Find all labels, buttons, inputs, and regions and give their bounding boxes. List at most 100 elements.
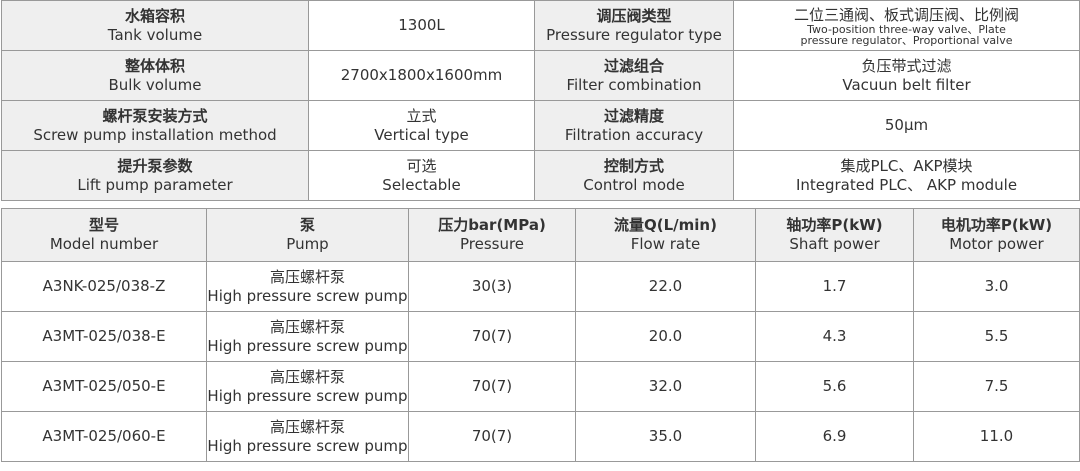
cell-text: 70(7) [471, 427, 513, 445]
cell-text: Selectable [382, 175, 461, 194]
table-cell: 控制方式 Control mode [534, 150, 734, 201]
cell-text: Pump [286, 235, 329, 253]
table-cell: 负压带式过滤 Vacuun belt filter [733, 50, 1080, 101]
table-cell: 过滤组合 Filter combination [534, 50, 734, 101]
cell-text: 电机功率P(kW) [940, 216, 1053, 234]
cell-text: 型号 [88, 216, 119, 234]
cell-text: 70(7) [471, 327, 513, 345]
table-cell: 1.7 [755, 261, 914, 312]
cell-text: A3MT-025/038-E [42, 327, 166, 345]
cell-text: 32.0 [648, 377, 683, 395]
table-cell: A3MT-025/060-E [1, 411, 207, 462]
table-cell: 3.0 [913, 261, 1080, 312]
table-cell: 50μm [733, 100, 1080, 151]
table-row: 水箱容积 Tank volume 1300L 调压阀类型 Pressure regula… [1, 0, 1080, 51]
table-cell: 可选 Selectable [308, 150, 535, 201]
cell-text: 6.9 [822, 427, 847, 445]
table-cell: 螺杆泵安装方式 Screw pump installation method [1, 100, 309, 151]
cell-text: 过滤精度 [603, 106, 664, 125]
table-cell: 集成PLC、AKP模块 Integrated PLC、 AKP module [733, 150, 1080, 201]
cell-text: High pressure screw pump [207, 286, 408, 305]
cell-text: Pressure regulator type [546, 25, 722, 44]
cell-text: 立式 [406, 106, 437, 125]
cell-text: pressure regulator、Proportional valve [800, 34, 1013, 46]
cell-text: 4.3 [822, 327, 847, 345]
table-cell: 整体体积 Bulk volume [1, 50, 309, 101]
cell-text: 50μm [884, 116, 929, 134]
table-cell: 70(7) [408, 411, 576, 462]
model-table: 型号 Model number 泵 Pump 压力bar(MPa) Pressure 流量Q… [1, 208, 1080, 462]
table-cell: A3MT-025/038-E [1, 311, 207, 362]
cell-text: 可选 [406, 156, 437, 175]
table-row: A3NK-025/038-Z 高压螺杆泵 High pressure screw p… [1, 261, 1080, 312]
cell-text: 螺杆泵安装方式 [102, 106, 208, 125]
cell-text: 整体体积 [124, 56, 185, 75]
table-cell: 轴功率P(kW) Shaft power [755, 208, 914, 262]
table-cell: 22.0 [575, 261, 756, 312]
table-cell: 1300L [308, 0, 535, 51]
cell-text: Tank volume [107, 25, 203, 44]
table-cell: 电机功率P(kW) Motor power [913, 208, 1080, 262]
cell-text: Bulk volume [108, 75, 202, 94]
cell-text: 5.5 [984, 327, 1009, 345]
cell-text: Vertical type [374, 125, 469, 144]
cell-text: 11.0 [979, 427, 1014, 445]
table-cell: 高压螺杆泵 High pressure screw pump [206, 311, 409, 362]
cell-text: 调压阀类型 [596, 6, 672, 25]
cell-text: Control mode [583, 175, 685, 194]
cell-text: 高压螺杆泵 [269, 367, 345, 386]
cell-text: High pressure screw pump [207, 336, 408, 355]
cell-text: 1300L [398, 16, 445, 34]
cell-text: 30(3) [471, 277, 513, 295]
cell-text: 22.0 [648, 277, 683, 295]
table-row: A3MT-025/038-E 高压螺杆泵 High pressure screw p… [1, 311, 1080, 362]
spec-table: 水箱容积 Tank volume 1300L 调压阀类型 Pressure regula… [1, 0, 1080, 201]
cell-text: 二位三通阀、板式调压阀、比例阀 [793, 5, 1019, 24]
cell-text: 集成PLC、AKP模块 [840, 156, 973, 175]
cell-text: 35.0 [648, 427, 683, 445]
table-cell: 高压螺杆泵 High pressure screw pump [206, 411, 409, 462]
table-cell: 70(7) [408, 361, 576, 412]
table-cell: 5.6 [755, 361, 914, 412]
table-row: 螺杆泵安装方式 Screw pump installation method 立式 V… [1, 100, 1080, 151]
table-cell: A3NK-025/038-Z [1, 261, 207, 312]
table-row: A3MT-025/060-E 高压螺杆泵 High pressure screw p… [1, 411, 1080, 462]
cell-text: Lift pump parameter [77, 175, 233, 194]
cell-text: Two-position three-way valve、Plate [807, 23, 1006, 35]
cell-text: 高压螺杆泵 [269, 317, 345, 336]
cell-text: 20.0 [648, 327, 683, 345]
cell-text: 压力bar(MPa) [438, 216, 546, 234]
cell-text: 7.5 [984, 377, 1009, 395]
cell-text: 高压螺杆泵 [269, 267, 345, 286]
table-row: A3MT-025/050-E 高压螺杆泵 High pressure screw p… [1, 361, 1080, 412]
table-cell: 30(3) [408, 261, 576, 312]
cell-text: 过滤组合 [603, 56, 664, 75]
table-cell: 11.0 [913, 411, 1080, 462]
table-cell: 5.5 [913, 311, 1080, 362]
cell-text: Filtration accuracy [564, 125, 704, 144]
cell-text: Filter combination [566, 75, 702, 94]
table-row: 提升泵参数 Lift pump parameter 可选 Selectable 控制方式… [1, 150, 1080, 201]
table-cell: 过滤精度 Filtration accuracy [534, 100, 734, 151]
table-cell: 压力bar(MPa) Pressure [408, 208, 576, 262]
cell-text: 负压带式过滤 [861, 56, 952, 75]
table-cell: 高压螺杆泵 High pressure screw pump [206, 261, 409, 312]
cell-text: 70(7) [471, 377, 513, 395]
table-cell: 20.0 [575, 311, 756, 362]
cell-text: 水箱容积 [124, 6, 185, 25]
cell-text: 2700x1800x1600mm [340, 66, 503, 84]
cell-text: 控制方式 [603, 156, 664, 175]
cell-text: High pressure screw pump [207, 386, 408, 405]
table-cell: 7.5 [913, 361, 1080, 412]
cell-text: 流量Q(L/min) [614, 216, 717, 234]
cell-text: Flow rate [630, 235, 701, 253]
cell-text: Motor power [949, 235, 1044, 253]
cell-text: Model number [49, 235, 159, 253]
table-cell: 调压阀类型 Pressure regulator type [534, 0, 734, 51]
table-cell: 立式 Vertical type [308, 100, 535, 151]
cell-text: Shaft power [789, 235, 880, 253]
table-cell: 二位三通阀、板式调压阀、比例阀 Two-position three-way va… [733, 0, 1080, 51]
table-row: 整体体积 Bulk volume 2700x1800x1600mm 过滤组合 Filte… [1, 50, 1080, 101]
cell-text: Screw pump installation method [33, 125, 277, 144]
cell-text: 3.0 [984, 277, 1009, 295]
